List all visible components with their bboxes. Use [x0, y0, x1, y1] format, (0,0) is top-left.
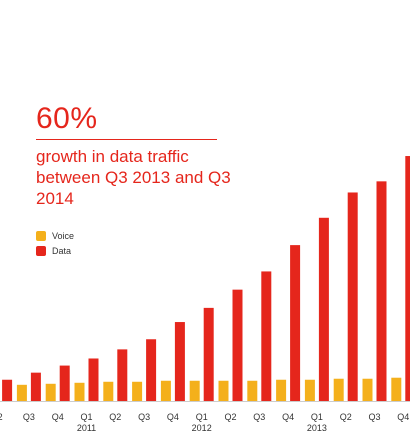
bar-data — [347, 192, 358, 401]
bar-data — [405, 156, 410, 401]
bar-data — [203, 307, 214, 401]
headline-value: 60% — [36, 102, 98, 135]
legend-swatch-data — [36, 245, 46, 256]
bar-data — [88, 358, 99, 401]
headline-divider — [36, 139, 217, 140]
bar-voice — [16, 384, 27, 401]
tick-label-quarter: Q1 — [80, 412, 92, 422]
tick-label-quarter: Q2 — [109, 412, 121, 422]
tick-label-quarter: Q2 — [224, 412, 236, 422]
tick-label-quarter: Q3 — [253, 412, 265, 422]
bar-voice — [333, 378, 344, 401]
bar-voice — [218, 380, 229, 401]
bar-data — [290, 245, 301, 401]
bar-voice — [276, 379, 287, 401]
tick-label-year: 2012 — [192, 423, 212, 433]
bar-data — [30, 372, 41, 401]
legend-item-voice: Voice — [36, 228, 74, 243]
tick-label-year: 2013 — [307, 423, 327, 433]
bar-data — [318, 217, 329, 401]
tick-label-quarter: Q3 — [368, 412, 380, 422]
bar-data — [2, 379, 13, 401]
tick-label-year: 2011 — [77, 423, 96, 433]
tick-label-quarter: Q4 — [52, 412, 64, 422]
bar-data — [174, 322, 185, 401]
tick-label-quarter: Q3 — [23, 412, 35, 422]
bar-voice — [247, 380, 258, 401]
bar-voice — [103, 381, 114, 401]
tick-label-quarter: Q1 — [196, 412, 208, 422]
tick-label-quarter: Q1 — [311, 412, 323, 422]
tick-label-quarter: 2 — [0, 412, 3, 422]
bar-voice — [189, 380, 200, 401]
headline-text: growth in data traffic between Q3 2013 a… — [36, 147, 231, 208]
tick-label-quarter: Q3 — [138, 412, 150, 422]
legend-swatch-voice — [36, 230, 46, 241]
tick-label-quarter: Q4 — [167, 412, 179, 422]
bar-data — [376, 181, 387, 401]
bar-data — [261, 271, 272, 401]
legend: Voice Data — [36, 228, 74, 258]
bar-voice — [391, 377, 402, 401]
legend-item-data: Data — [36, 243, 74, 258]
bar-voice — [45, 383, 56, 401]
bar-voice — [160, 380, 171, 401]
legend-label-data: Data — [52, 245, 72, 256]
bar-voice — [304, 379, 315, 401]
bar-voice — [132, 381, 143, 401]
tick-label-quarter: Q4 — [282, 412, 294, 422]
bar-voice — [362, 378, 373, 401]
tick-label-quarter: Q2 — [340, 412, 352, 422]
bar-data — [59, 365, 70, 401]
legend-label-voice: Voice — [52, 230, 75, 241]
bar-voice — [74, 382, 85, 401]
tick-label-quarter: Q4 — [397, 412, 409, 422]
bar-data — [232, 289, 243, 401]
bar-data — [117, 349, 128, 401]
bar-data — [146, 339, 157, 401]
